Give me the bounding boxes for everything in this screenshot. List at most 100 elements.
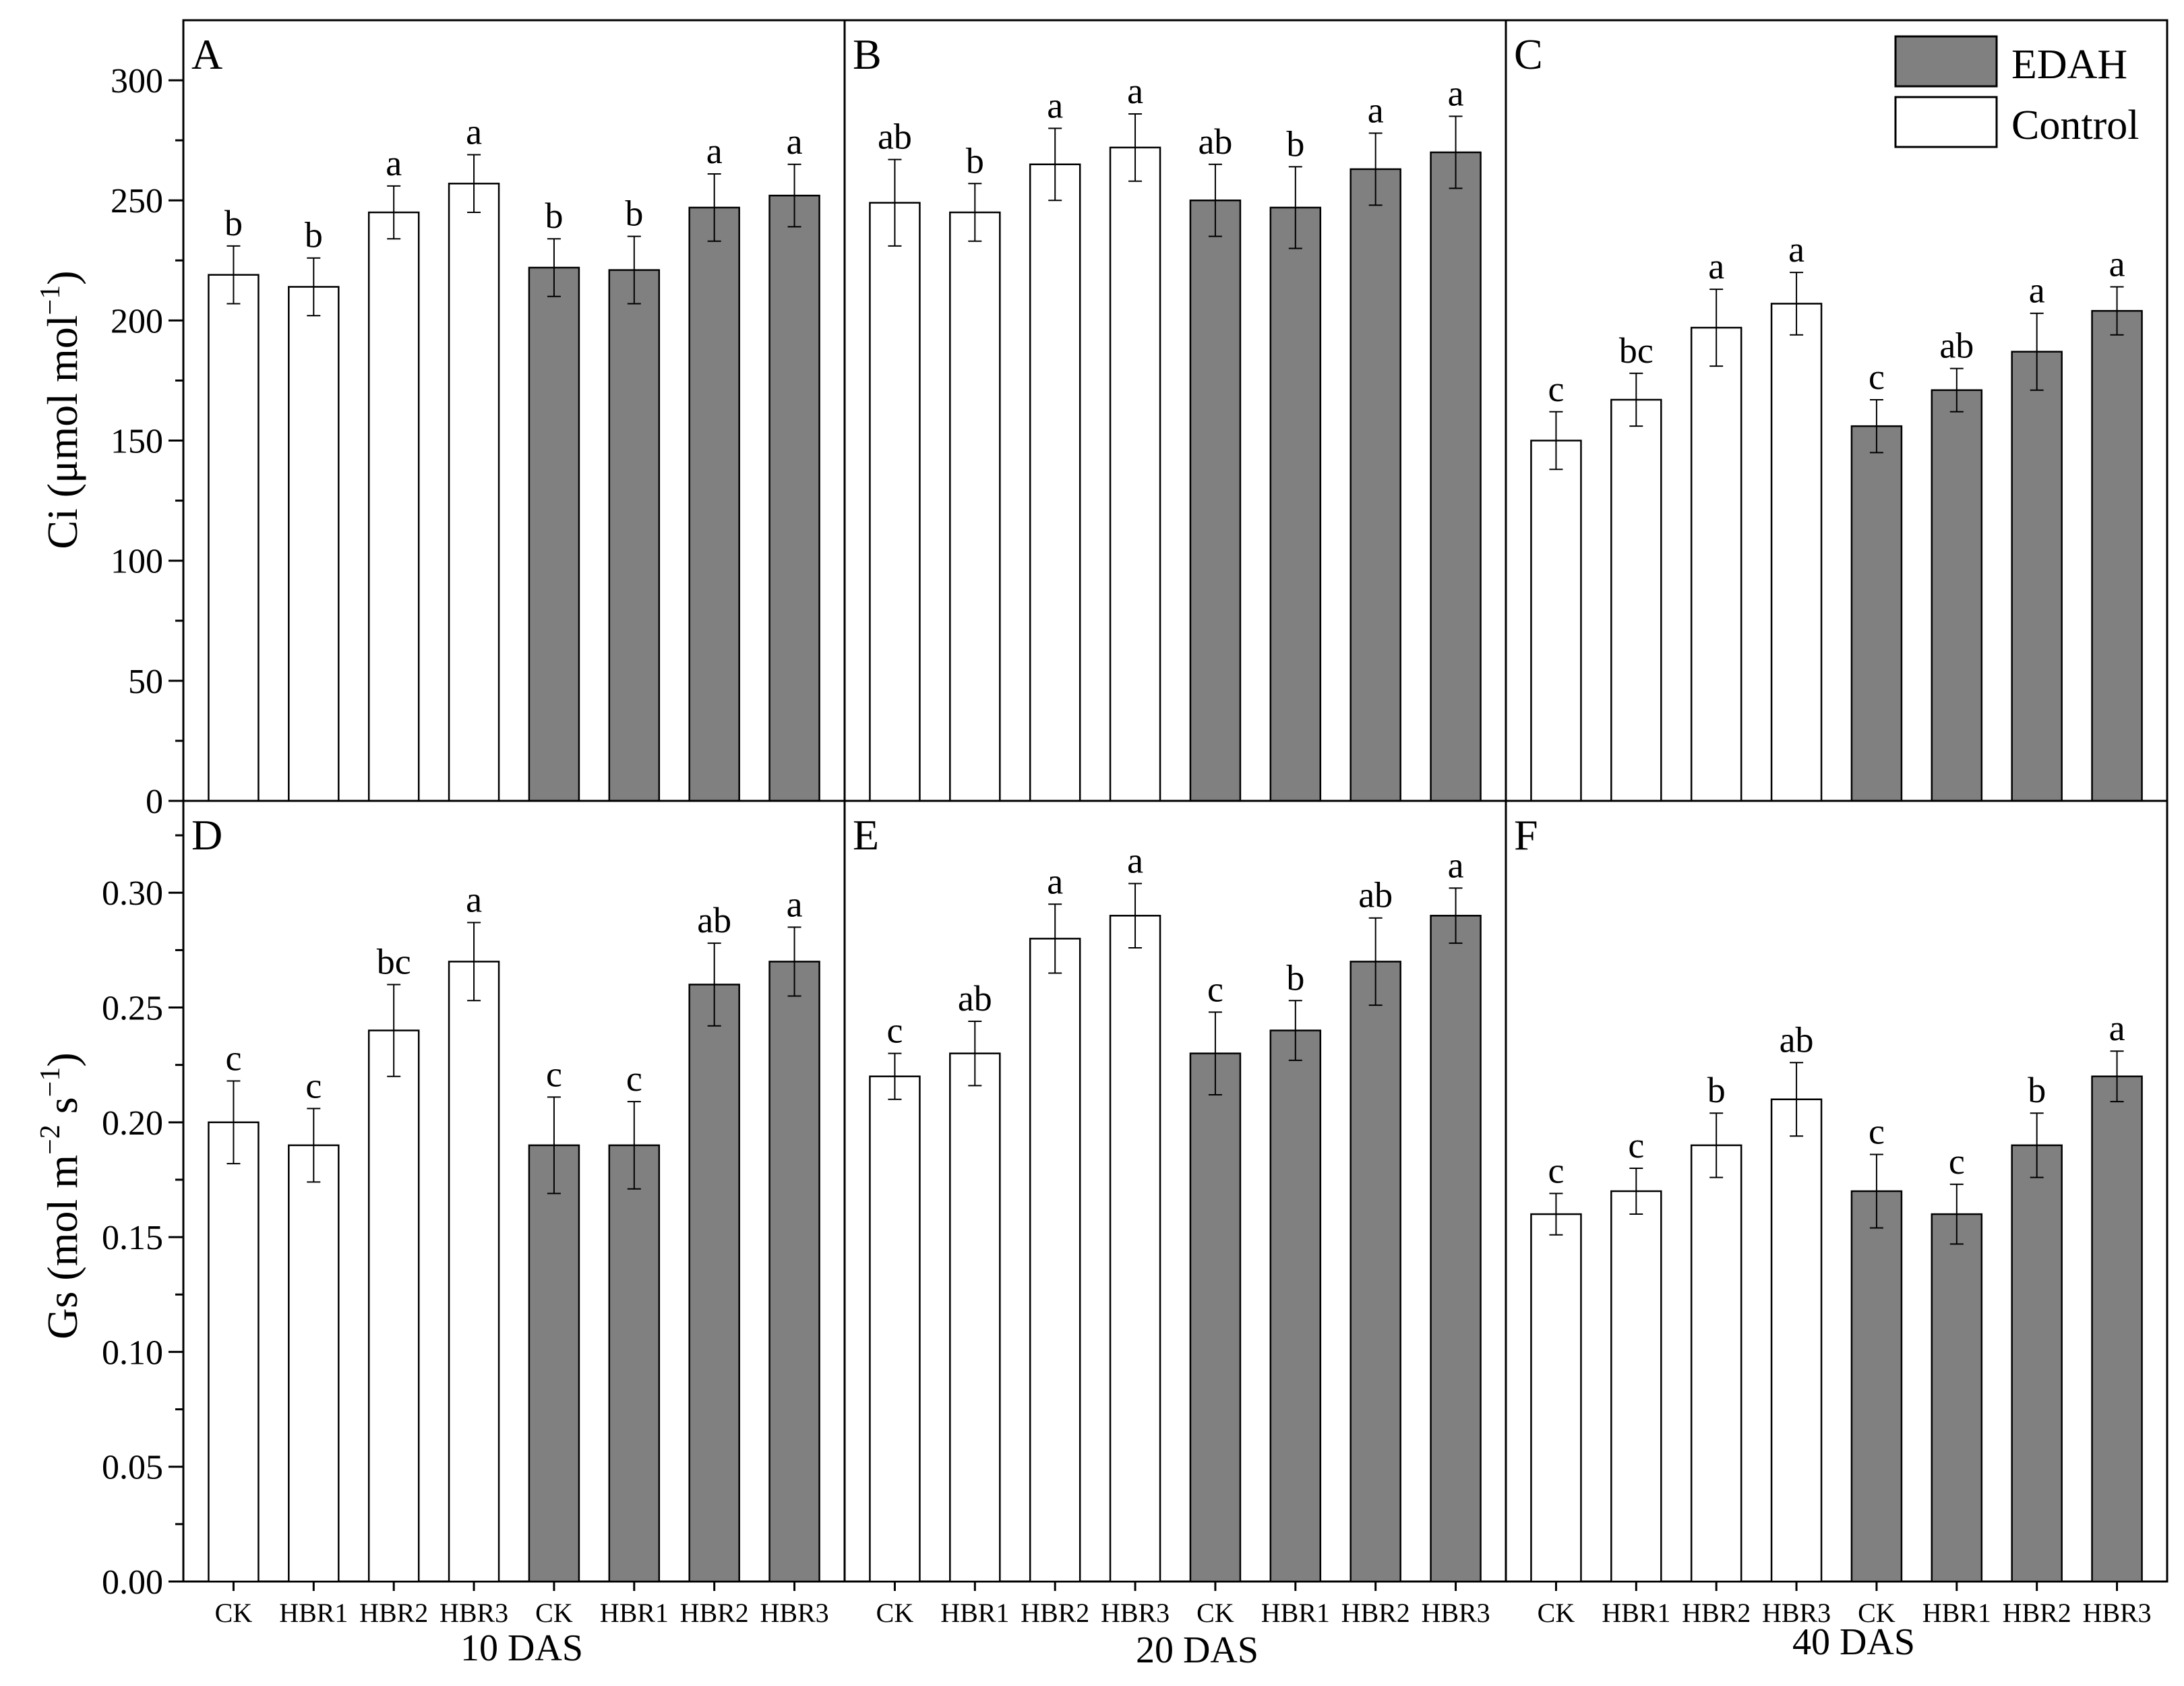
y-tick-label: 0.25 bbox=[102, 990, 163, 1028]
bar-edah bbox=[1430, 915, 1482, 1583]
category-label: HBR1 bbox=[600, 1598, 669, 1628]
ci-ylabel-sup: −1 bbox=[35, 285, 66, 315]
significance-letter: a bbox=[1708, 246, 1724, 287]
significance-letter: ab bbox=[1939, 326, 1974, 366]
bar-control bbox=[1690, 1144, 1742, 1583]
significance-letter: c bbox=[1869, 357, 1885, 397]
significance-letter: b bbox=[545, 195, 563, 236]
bar-control bbox=[448, 961, 500, 1583]
significance-letter: b bbox=[966, 140, 984, 181]
bar-edah bbox=[1931, 389, 1983, 802]
legend: EDAH Control bbox=[1894, 35, 2139, 148]
panel-f: Fc CK c HBR1 b HBR2 ab HBR3 c CK c HBR1 b HBR2 a HBR3 bbox=[1505, 800, 2168, 1628]
bar-control bbox=[1530, 1213, 1582, 1583]
significance-letter: b bbox=[224, 203, 243, 243]
bar-edah bbox=[1189, 1052, 1242, 1583]
category-label: HBR2 bbox=[1341, 1598, 1410, 1628]
bar-edah bbox=[1850, 1190, 1903, 1583]
significance-letter: a bbox=[787, 121, 803, 162]
bar-control bbox=[1109, 146, 1161, 802]
gs-ylabel-sup1: −2 bbox=[35, 1124, 66, 1155]
bar-edah bbox=[528, 266, 580, 802]
panel-frame bbox=[182, 800, 846, 1583]
significance-letter: c bbox=[1869, 1112, 1885, 1152]
significance-letter: a bbox=[706, 131, 723, 171]
legend-label-edah: EDAH bbox=[2011, 42, 2127, 88]
category-label: HBR1 bbox=[1602, 1598, 1670, 1628]
y-tick-label: 50 bbox=[128, 663, 163, 701]
ci-ylabel-end: ) bbox=[38, 270, 86, 284]
significance-letter: b bbox=[1286, 123, 1304, 164]
bar-control bbox=[869, 202, 921, 802]
significance-letter: ab bbox=[878, 117, 912, 157]
bar-control bbox=[1610, 398, 1662, 802]
category-label: HBR3 bbox=[439, 1598, 508, 1628]
category-label: HBR3 bbox=[1101, 1598, 1170, 1628]
panel-letter: D bbox=[191, 811, 222, 859]
bar-edah bbox=[688, 984, 740, 1583]
category-label: CK bbox=[215, 1598, 253, 1628]
panel-frame bbox=[182, 19, 846, 802]
significance-letter: ab bbox=[697, 900, 731, 940]
significance-letter: ab bbox=[958, 978, 992, 1019]
significance-letter: bc bbox=[377, 941, 411, 982]
y-tick-label: 250 bbox=[111, 182, 163, 220]
significance-letter: c bbox=[1949, 1141, 1965, 1182]
significance-letter: c bbox=[626, 1058, 642, 1099]
legend-label-control: Control bbox=[2011, 102, 2139, 148]
category-label: HBR3 bbox=[2082, 1598, 2151, 1628]
bar-edah bbox=[2011, 1144, 2063, 1583]
significance-letter: a bbox=[1448, 73, 1464, 114]
bar-control bbox=[869, 1075, 921, 1583]
significance-letter: a bbox=[1047, 861, 1063, 901]
significance-letter: a bbox=[386, 143, 402, 183]
y-tick-label: 200 bbox=[111, 302, 163, 340]
panel-frame bbox=[1505, 800, 2168, 1583]
bar-edah bbox=[1269, 1029, 1322, 1583]
significance-letter: a bbox=[2109, 1008, 2125, 1048]
bar-control bbox=[288, 1144, 340, 1583]
panel-letter: F bbox=[1514, 811, 1538, 859]
bar-edah bbox=[768, 194, 820, 802]
bar-edah bbox=[608, 269, 661, 802]
category-label: HBR1 bbox=[279, 1598, 348, 1628]
significance-letter: a bbox=[1788, 229, 1804, 270]
bar-control bbox=[288, 286, 340, 802]
bar-edah bbox=[1430, 151, 1482, 802]
category-label: HBR3 bbox=[1762, 1598, 1831, 1628]
significance-letter: b bbox=[1286, 957, 1304, 998]
significance-letter: ab bbox=[1358, 875, 1393, 915]
significance-letter: b bbox=[2028, 1070, 2046, 1110]
y-tick-label: 0.30 bbox=[102, 874, 163, 913]
panel-a: A 0 50 100 150 200 250 300 b b a a b b a a bbox=[111, 19, 846, 821]
panel-frame bbox=[843, 800, 1507, 1583]
category-label: HBR2 bbox=[1682, 1598, 1751, 1628]
panel-b: Bab b a a ab b a a bbox=[843, 19, 1507, 802]
ci-ylabel-main: Ci (μmol mol bbox=[38, 315, 86, 549]
significance-letter: a bbox=[1448, 845, 1464, 885]
bar-control bbox=[1029, 163, 1081, 802]
y-tick-label: 0.05 bbox=[102, 1449, 163, 1487]
y-tick-label: 150 bbox=[111, 423, 163, 461]
ci-ylabel: Ci (μmol mol−1) bbox=[35, 270, 86, 549]
bar-control bbox=[949, 1052, 1001, 1583]
bar-edah bbox=[688, 206, 740, 802]
gs-ylabel-end: ) bbox=[38, 1052, 86, 1066]
y-tick-label: 0.00 bbox=[102, 1563, 163, 1602]
y-tick-label: 0.20 bbox=[102, 1104, 163, 1143]
panel-c: Cc bc a a c ab a a bbox=[1505, 19, 2168, 802]
category-label: HBR2 bbox=[680, 1598, 749, 1628]
panel-frame bbox=[843, 19, 1507, 802]
significance-letter: a bbox=[2029, 270, 2045, 311]
significance-letter: a bbox=[1127, 71, 1143, 111]
significance-letter: a bbox=[1368, 90, 1384, 130]
significance-letter: ab bbox=[1198, 121, 1232, 162]
bar-edah bbox=[1189, 199, 1242, 802]
panel-letter: C bbox=[1514, 30, 1543, 78]
y-tick-label: 0 bbox=[146, 783, 163, 821]
bar-control bbox=[1029, 938, 1081, 1583]
bar-edah bbox=[1349, 961, 1401, 1583]
bar-control bbox=[448, 183, 500, 802]
bar-control bbox=[208, 274, 260, 802]
significance-letter: b bbox=[1707, 1070, 1726, 1110]
